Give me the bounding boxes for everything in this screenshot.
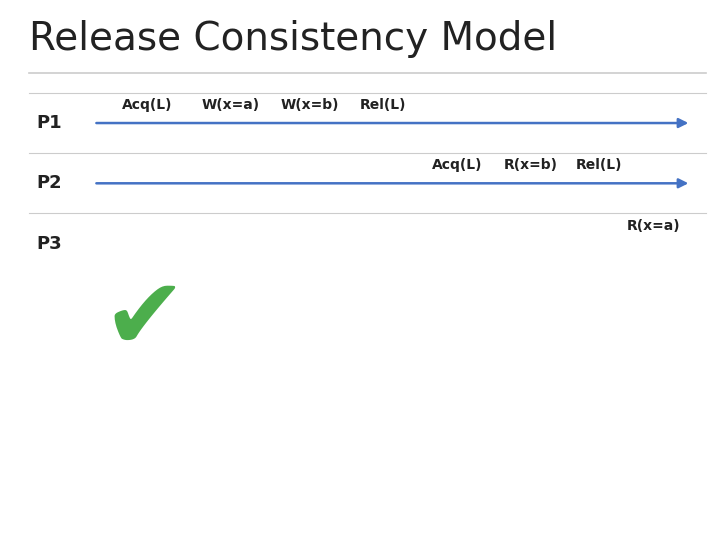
Text: Rel(L): Rel(L) — [576, 158, 623, 172]
Text: Acq(L): Acq(L) — [122, 98, 173, 112]
Text: P1: P1 — [36, 114, 62, 132]
Text: 37: 37 — [352, 515, 368, 528]
Text: Rel(L): Rel(L) — [360, 98, 407, 112]
Text: Unit 6: Distributed Shared Memory: Unit 6: Distributed Shared Memory — [22, 515, 240, 528]
Text: W(x=b): W(x=b) — [281, 98, 339, 112]
Text: Acq(L): Acq(L) — [432, 158, 482, 172]
Text: R(x=a): R(x=a) — [626, 219, 680, 233]
Text: Release Consistency Model: Release Consistency Model — [29, 20, 557, 58]
Text: ✔: ✔ — [102, 273, 186, 370]
Text: P2: P2 — [36, 174, 62, 192]
Text: R(x=b): R(x=b) — [504, 158, 558, 172]
Text: P3: P3 — [36, 234, 62, 253]
Text: Darshan Institute of Engineering & Technology: Darshan Institute of Engineering & Techn… — [407, 515, 698, 528]
Text: W(x=a): W(x=a) — [202, 98, 260, 112]
